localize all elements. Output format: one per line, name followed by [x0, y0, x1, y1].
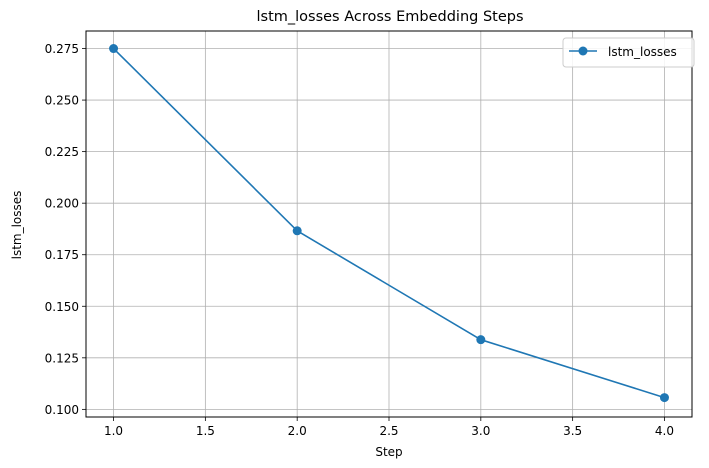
y-tick-label: 0.200 [45, 197, 79, 211]
data-point [476, 335, 486, 345]
x-axis-label: Step [375, 445, 402, 459]
legend-entry-lstm-losses: lstm_losses [608, 45, 677, 59]
x-tick-label: 4.0 [655, 424, 674, 438]
data-point [292, 226, 302, 236]
legend-marker [578, 46, 588, 56]
chart-title: lstm_losses Across Embedding Steps [256, 9, 523, 25]
y-tick-label: 0.225 [45, 145, 79, 159]
x-tick-label: 2.5 [379, 424, 398, 438]
y-tick-label: 0.175 [45, 248, 79, 262]
y-tick-label: 0.250 [45, 94, 79, 108]
data-point [659, 393, 669, 403]
series-layer [109, 44, 669, 403]
y-tick-label: 0.150 [45, 300, 79, 314]
x-tick-label: 3.0 [471, 424, 490, 438]
legend: lstm_losses [562, 37, 695, 68]
y-tick-label: 0.275 [45, 42, 79, 56]
axis-ticks: 1.0 1.5 2.0 2.5 3.0 3.5 4.0 0.100 0.125 0.150 0.17… [45, 42, 674, 438]
y-tick-label: 0.100 [45, 403, 79, 417]
grid [86, 31, 692, 417]
x-tick-label: 3.5 [563, 424, 582, 438]
y-axis-label: lstm_losses [10, 191, 24, 260]
y-tick-label: 0.125 [45, 351, 79, 365]
x-tick-label: 1.0 [104, 424, 123, 438]
data-point [109, 44, 119, 54]
series-line-lstm-losses [112, 47, 665, 399]
x-tick-label: 2.0 [288, 424, 307, 438]
x-tick-label: 1.5 [196, 424, 215, 438]
legend-box [562, 37, 695, 68]
